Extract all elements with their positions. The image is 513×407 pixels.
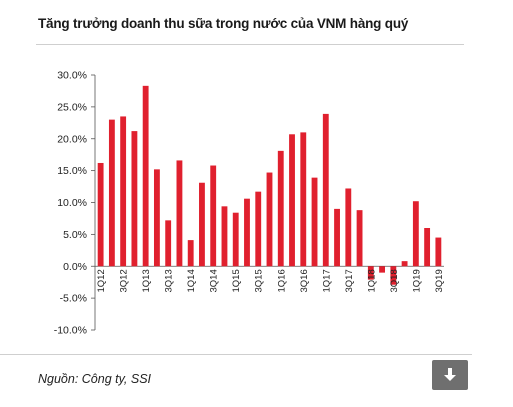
bar-series xyxy=(97,85,442,285)
bar-2Q14 xyxy=(199,182,205,267)
x-tick-label: 3Q19 xyxy=(434,269,445,292)
bar-4Q14 xyxy=(221,206,228,267)
y-tick-label: 30.0% xyxy=(57,70,87,82)
x-tick-label: 3Q12 xyxy=(119,269,130,292)
y-tick-label: 10.0% xyxy=(57,197,87,209)
x-tick-label: 1Q19 xyxy=(411,269,422,292)
bar-2Q17 xyxy=(334,208,340,267)
bar-1Q19 xyxy=(412,201,419,267)
bar-2Q12 xyxy=(108,119,115,267)
bar-1Q14 xyxy=(187,240,194,267)
x-tick-label: 1Q16 xyxy=(276,269,287,292)
download-arrow-icon xyxy=(444,368,456,381)
x-tick-labels: 1Q12 3Q12 1Q13 3Q13 1Q14 3Q14 1Q15 3Q15 1Q16 3Q16… xyxy=(96,269,445,292)
y-tick-label: 20.0% xyxy=(57,133,87,145)
bar-3Q13 xyxy=(165,220,172,267)
bar-1Q13 xyxy=(142,85,149,267)
x-tick-label: 1Q17 xyxy=(321,269,332,292)
y-tick-label: 5.0% xyxy=(63,229,87,241)
x-tick-label: 3Q18 xyxy=(389,269,400,292)
x-tick-label: 1Q18 xyxy=(366,269,377,292)
bar-4Q16 xyxy=(311,177,318,267)
bar-4Q17 xyxy=(356,210,363,267)
x-tick-label: 1Q15 xyxy=(231,269,242,292)
x-tick-label: 1Q13 xyxy=(141,269,152,292)
x-tick-label: 3Q14 xyxy=(209,269,220,292)
x-tick-label: 3Q15 xyxy=(254,269,265,292)
bar-1Q12 xyxy=(97,162,104,267)
bar-2Q13 xyxy=(153,169,160,267)
chart-title: Tăng trưởng doanh thu sữa trong nước của… xyxy=(38,16,409,31)
bar-4Q18 xyxy=(401,261,408,267)
bar-1Q18 xyxy=(367,266,374,280)
x-tick-label: 3Q13 xyxy=(164,269,175,292)
y-tick-label: 15.0% xyxy=(57,165,87,177)
x-tick-label: 3Q17 xyxy=(344,269,355,292)
bar-4Q12 xyxy=(131,131,138,267)
bar-chart: 30.0% 25.0% 20.0% 15.0% 10.0% 5.0% 0.0% -5.0% -1… xyxy=(54,70,445,337)
bar-3Q17 xyxy=(345,188,352,267)
bar-3Q12 xyxy=(120,116,127,267)
bar-2Q19 xyxy=(424,228,431,267)
x-tick-label: 1Q12 xyxy=(96,269,107,292)
y-tick-label: -5.0% xyxy=(60,293,87,305)
bar-4Q15 xyxy=(266,172,273,267)
download-button[interactable] xyxy=(432,360,468,390)
y-tick-label: 25.0% xyxy=(57,101,87,113)
bar-1Q17 xyxy=(322,113,329,267)
bar-3Q15 xyxy=(255,191,262,267)
footer-divider xyxy=(0,354,472,355)
x-tick-label: 1Q14 xyxy=(186,269,197,292)
bar-3Q16 xyxy=(300,132,307,267)
title-divider xyxy=(36,44,464,45)
bar-1Q15 xyxy=(232,212,239,267)
y-axis: 30.0% 25.0% 20.0% 15.0% 10.0% 5.0% 0.0% -5.0% -1… xyxy=(54,70,96,337)
source-note: Nguồn: Công ty, SSI xyxy=(38,372,152,386)
bar-1Q16 xyxy=(277,150,284,267)
bar-3Q14 xyxy=(210,165,217,267)
bar-3Q18 xyxy=(390,266,397,285)
y-tick-label: -10.0% xyxy=(54,325,87,337)
bar-2Q16 xyxy=(289,134,295,267)
x-tick-label: 3Q16 xyxy=(299,269,310,292)
y-tick-label: 0.0% xyxy=(63,261,87,273)
bar-2Q18 xyxy=(379,266,385,273)
bar-4Q13 xyxy=(176,160,183,267)
bar-2Q15 xyxy=(244,198,250,267)
bar-3Q19 xyxy=(435,237,442,267)
